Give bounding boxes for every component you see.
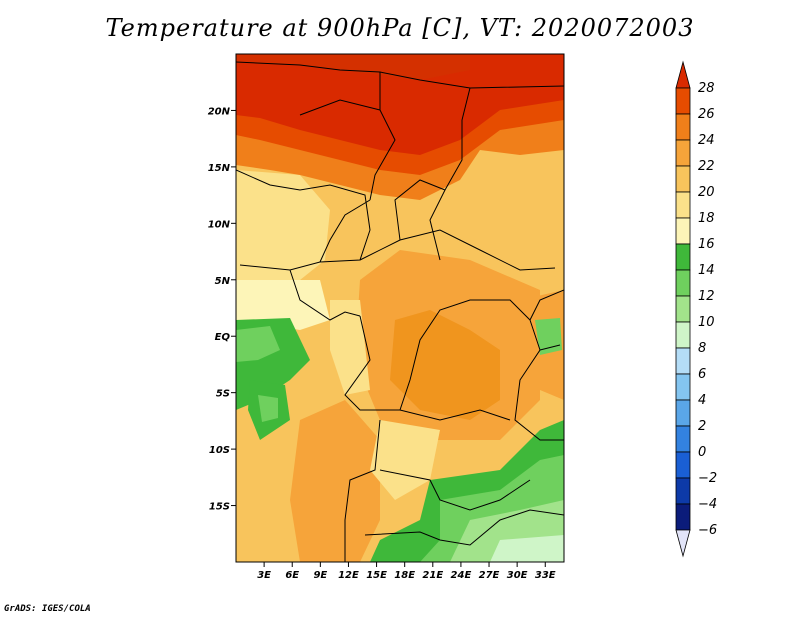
colorbar-level-label: 10 (698, 315, 715, 330)
lon-tick-label: 15E (366, 570, 387, 581)
colorbar-segment (675, 243, 691, 271)
lat-tick-label: 15N (208, 163, 231, 174)
colorbar-segment (675, 60, 691, 89)
colorbar-level-label: 18 (698, 211, 715, 226)
colorbar-level-label: 24 (698, 133, 715, 148)
lat-tick-label: EQ (215, 332, 231, 343)
colorbar-level-label: 14 (698, 263, 715, 278)
lat-tick-label: 20N (208, 106, 231, 117)
latitude-axis: 20N 15N 10N 5N EQ 5S 10S 15S (208, 106, 236, 513)
lon-tick-label: 24E (451, 570, 472, 581)
colorbar-level-label: 8 (698, 341, 706, 356)
colorbar-segment (675, 87, 691, 115)
lat-tick-label: 5N (215, 276, 231, 287)
colorbar-level-label: −6 (698, 523, 717, 538)
lon-tick-label: 33E (535, 570, 556, 581)
colorbar-level-label: 12 (698, 289, 715, 304)
lon-tick-label: 30E (507, 570, 528, 581)
colorbar-segment (675, 269, 691, 297)
lon-tick-label: 3E (257, 570, 271, 581)
lon-tick-label: 6E (285, 570, 299, 581)
colorbar-segment (675, 295, 691, 323)
colorbar-segment (675, 373, 691, 401)
lon-tick-label: 18E (394, 570, 415, 581)
map-frame (235, 53, 565, 563)
credit-text: GrADS: IGES/COLA (4, 604, 91, 614)
colorbar-segment (675, 113, 691, 141)
lon-tick-label: 9E (313, 570, 327, 581)
map-title: Temperature at 900hPa [C], VT: 202007200… (105, 14, 695, 42)
colorbar-level-label: 22 (698, 159, 715, 174)
lat-tick-label: 10N (208, 219, 231, 230)
colorbar-level-label: 28 (698, 81, 715, 96)
colorbar-segment (675, 347, 691, 375)
lon-tick-label: 12E (338, 570, 359, 581)
colorbar-segment (675, 477, 691, 505)
colorbar-segment (675, 451, 691, 479)
colorbar-level-label: −2 (698, 471, 717, 486)
colorbar-level-label: 0 (698, 445, 706, 460)
colorbar-level-label: −4 (698, 497, 717, 512)
colorbar-segment (675, 165, 691, 193)
colorbar-level-label: 2 (698, 419, 706, 434)
lon-tick-label: 27E (479, 570, 500, 581)
colorbar-segment (675, 529, 691, 558)
colorbar-segment (675, 321, 691, 349)
colorbar-segment (675, 217, 691, 245)
lat-tick-label: 5S (216, 389, 230, 400)
colorbar-level-label: 16 (698, 237, 715, 252)
lat-tick-label: 10S (209, 445, 230, 456)
longitude-axis: 3E 6E 9E 12E 15E 18E 21E 24E 27E 30E 33E (257, 562, 556, 581)
lon-tick-label: 21E (422, 570, 443, 581)
colorbar-segment (675, 139, 691, 167)
temperature-field (236, 54, 564, 562)
colorbar-segment (675, 191, 691, 219)
colorbar-level-label: 20 (698, 185, 715, 200)
colorbar-level-label: 6 (698, 367, 706, 382)
colorbar-segment (675, 425, 691, 453)
lat-tick-label: 15S (209, 502, 230, 513)
colorbar-segment (675, 399, 691, 427)
colorbar-level-label: 4 (698, 393, 706, 408)
colorbar-level-label: 26 (698, 107, 715, 122)
colorbar-segment (675, 503, 691, 531)
